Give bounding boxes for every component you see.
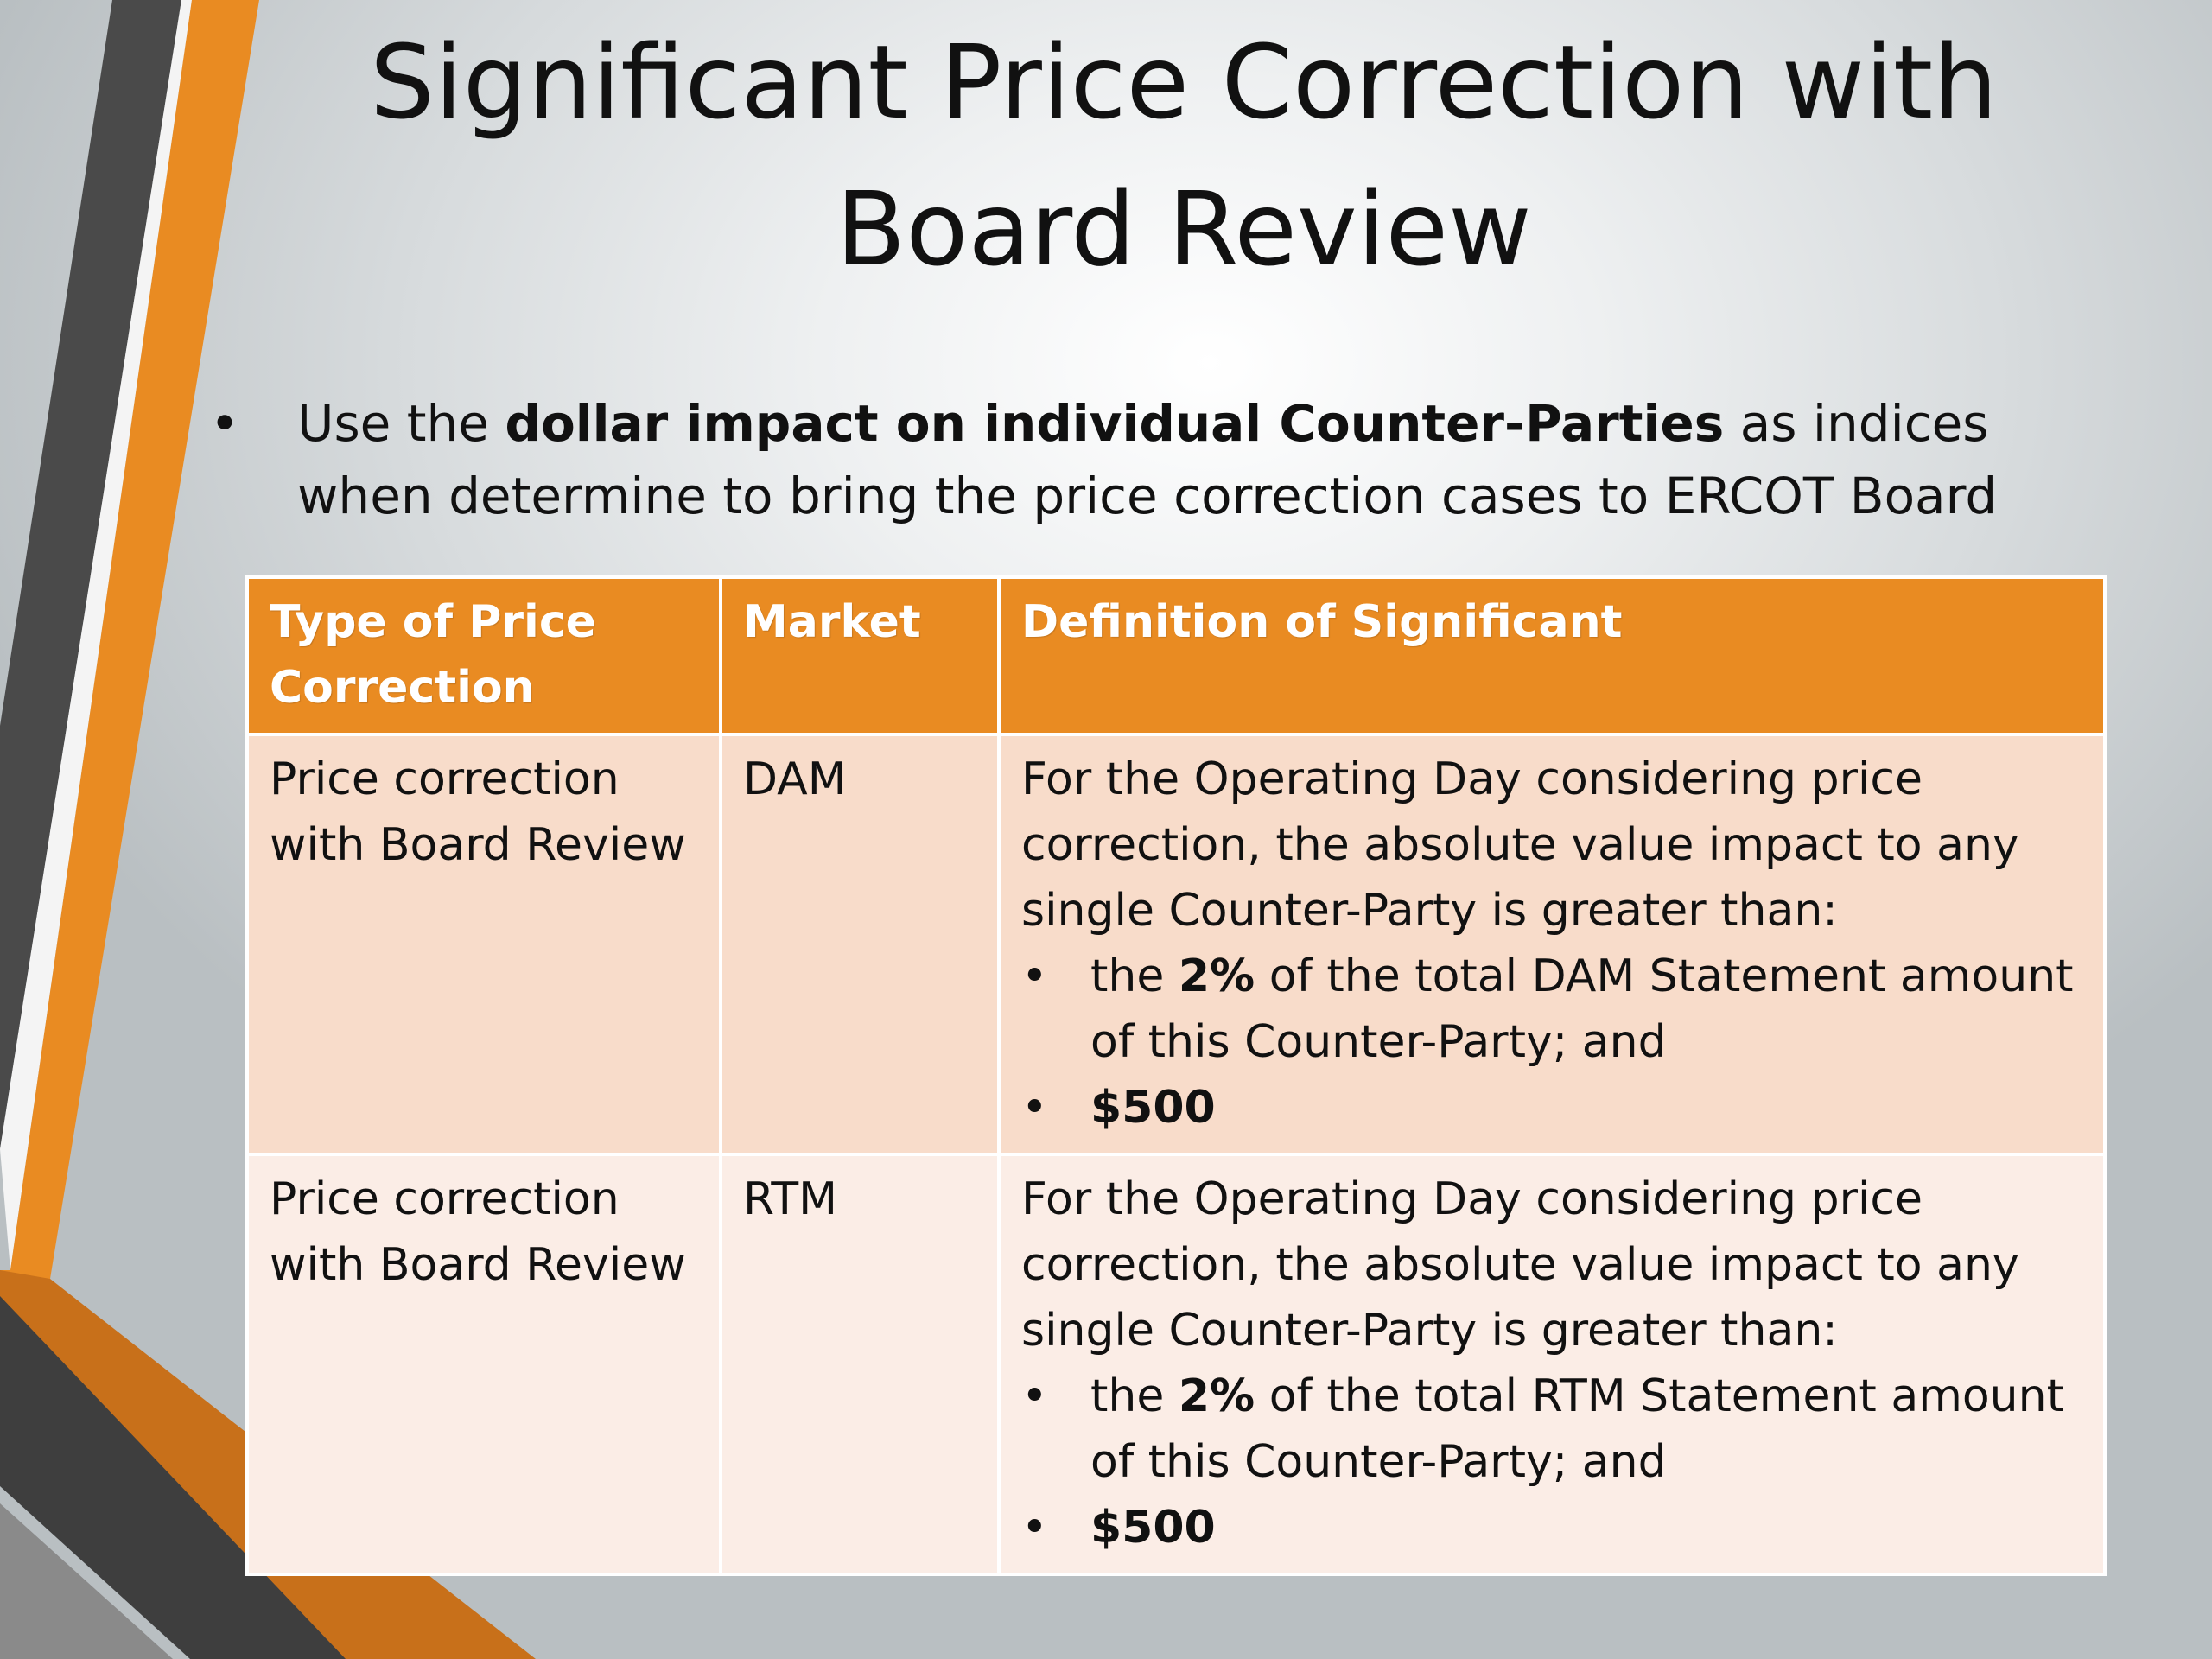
bullet-prefix: Use the xyxy=(297,394,505,453)
bullet-dot: • xyxy=(1021,1502,1048,1554)
bullet-bold: dollar impact on individual Counter-Part… xyxy=(505,394,1725,453)
cell-market: DAM xyxy=(719,733,1001,1156)
title-line-2: Board Review xyxy=(836,169,1532,289)
white-gap-stripe xyxy=(0,0,192,1270)
header-definition: Definition of Significant xyxy=(997,575,2107,736)
item-bold: $500 xyxy=(1090,1502,1216,1554)
page-title: Significant Price Correction with Board … xyxy=(259,9,2108,302)
item-bold: $500 xyxy=(1090,1082,1216,1134)
cell-definition: For the Operating Day considering price … xyxy=(997,1153,2107,1576)
definition-list: • the 2% of the total RTM Statement amoun… xyxy=(1021,1363,2082,1560)
definition-intro: For the Operating Day considering price … xyxy=(1021,1173,2019,1357)
cell-type: Price correction with Board Review xyxy=(245,733,722,1156)
item-bold: 2% xyxy=(1178,950,1255,1002)
bullet-suffix: as indices when determine to bring the p… xyxy=(297,394,1998,525)
table-row: Price correction with Board Review DAM F… xyxy=(245,733,2107,1156)
title-line-1: Significant Price Correction with xyxy=(370,22,1998,142)
list-item: • $500 xyxy=(1021,1495,2082,1560)
list-item: • the 2% of the total DAM Statement amoun… xyxy=(1021,944,2082,1075)
bullet-dot: • xyxy=(1021,950,1048,1002)
cell-market: RTM xyxy=(719,1153,1001,1576)
header-type: Type of Price Correction xyxy=(245,575,722,736)
definition-list: • the 2% of the total DAM Statement amoun… xyxy=(1021,944,2082,1141)
cell-definition: For the Operating Day considering price … xyxy=(997,733,2107,1156)
list-item: • the 2% of the total RTM Statement amoun… xyxy=(1021,1363,2082,1495)
item-post: of the total DAM Statement amount of thi… xyxy=(1090,950,2074,1068)
list-item: • $500 xyxy=(1021,1075,2082,1141)
gray-wedge-bottom xyxy=(0,1503,173,1659)
intro-bullet-text: Use the dollar impact on individual Coun… xyxy=(297,387,2112,532)
table-header-row: Type of Price Correction Market Definiti… xyxy=(245,575,2107,736)
table-row: Price correction with Board Review RTM F… xyxy=(245,1153,2107,1576)
orange-stripe-left xyxy=(0,0,259,1279)
header-market: Market xyxy=(719,575,1001,736)
definition-intro: For the Operating Day considering price … xyxy=(1021,753,2019,937)
bullet-dot: • xyxy=(1021,1082,1048,1134)
significance-table: Type of Price Correction Market Definiti… xyxy=(245,575,2107,1576)
bullet-dot: • xyxy=(209,394,240,453)
item-pre: the xyxy=(1090,1370,1179,1422)
cell-type: Price correction with Board Review xyxy=(245,1153,722,1576)
bullet-dot: • xyxy=(1021,1370,1048,1422)
item-post: of the total RTM Statement amount of thi… xyxy=(1090,1370,2064,1488)
item-pre: the xyxy=(1090,950,1179,1002)
item-bold: 2% xyxy=(1178,1370,1255,1422)
